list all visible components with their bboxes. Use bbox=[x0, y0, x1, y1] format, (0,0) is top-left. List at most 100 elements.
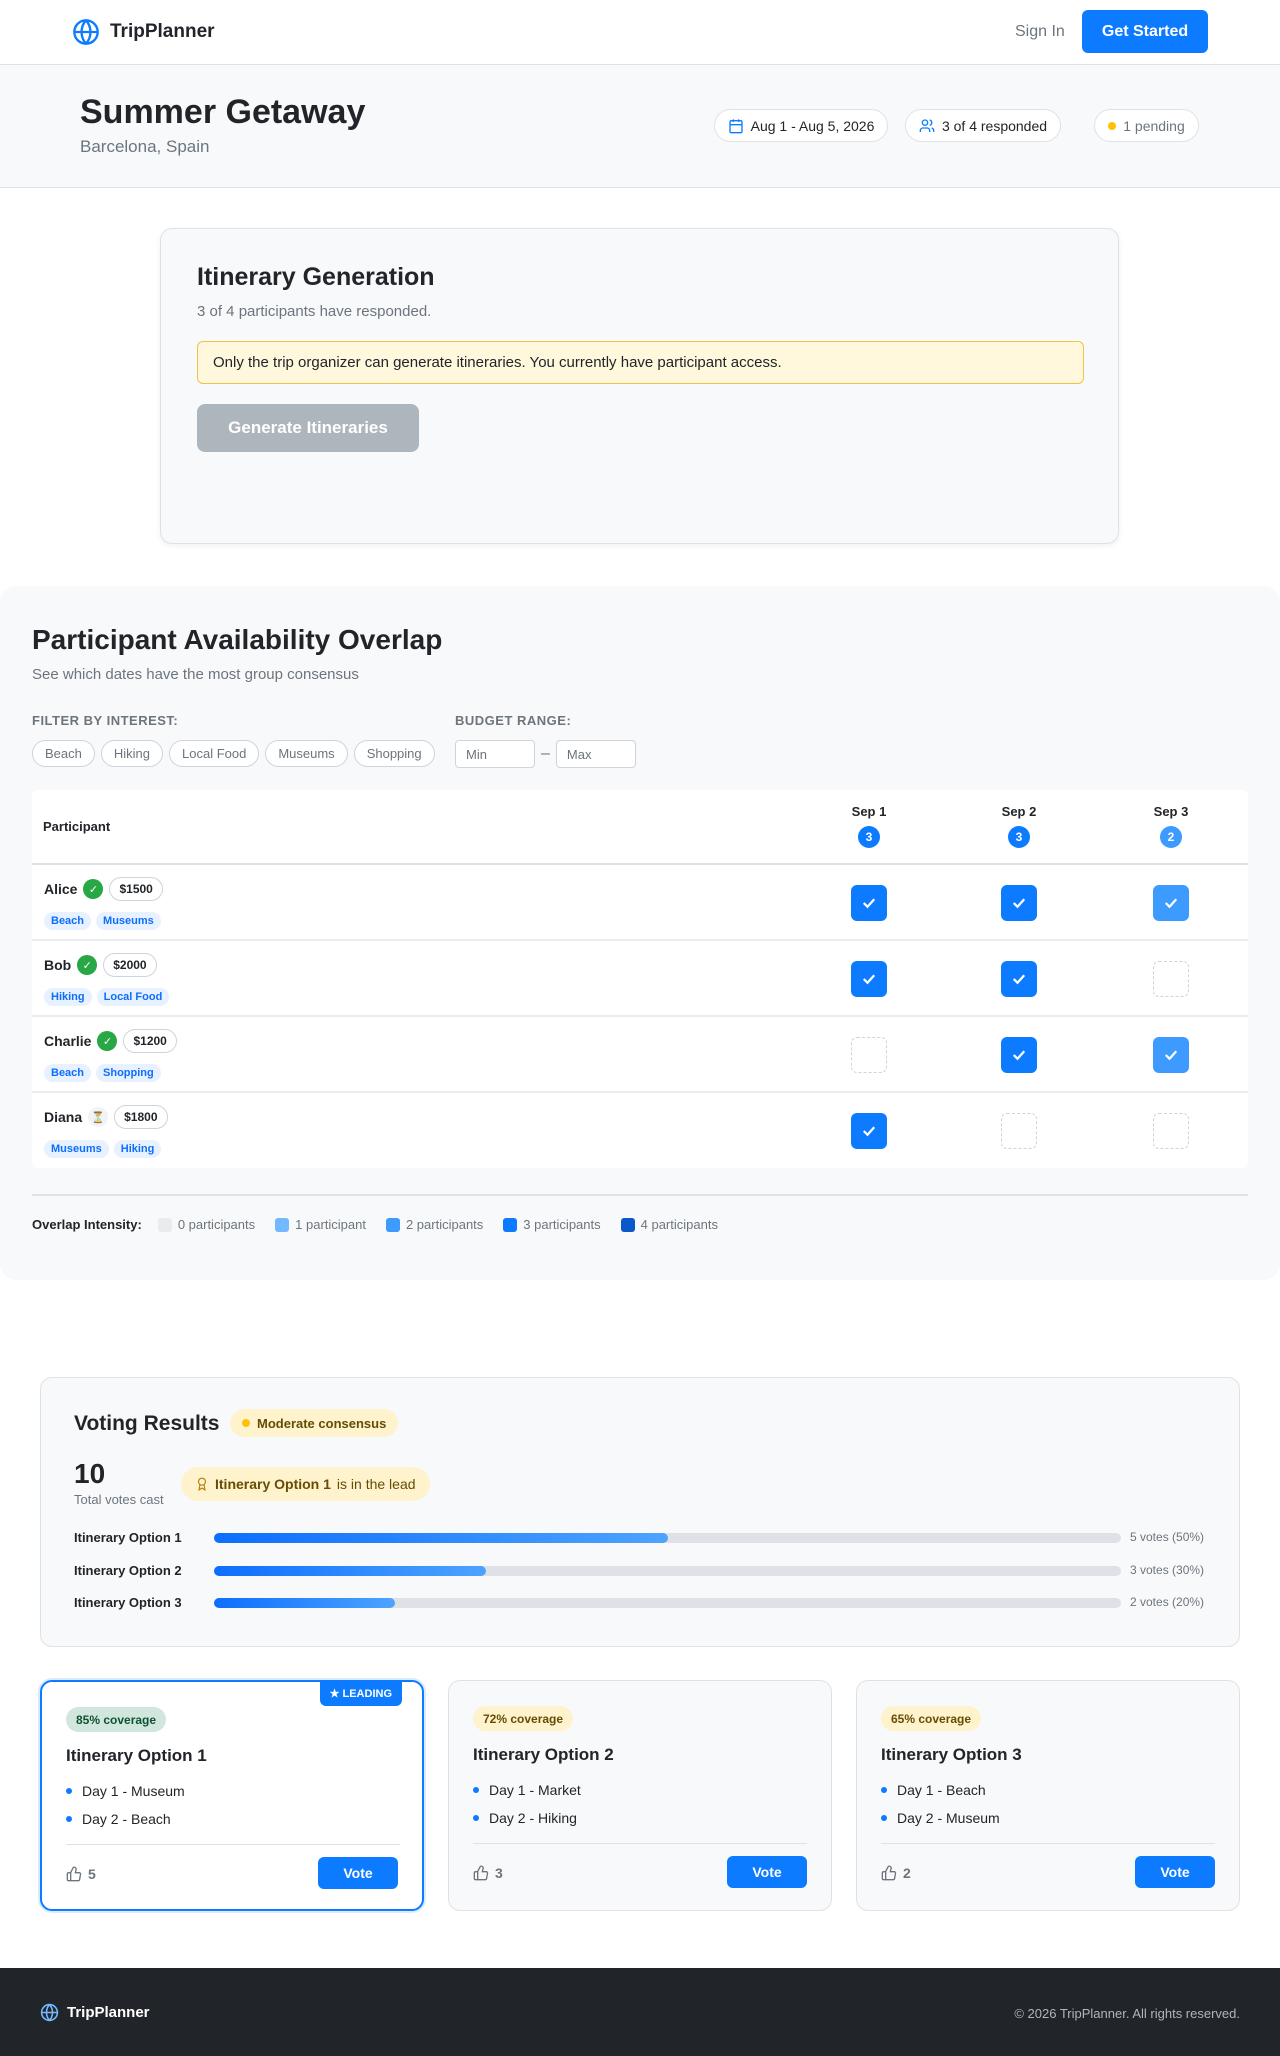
consensus-dot bbox=[242, 1419, 250, 1427]
trip-title: Summer Getaway bbox=[80, 93, 366, 131]
vote-button[interactable]: Vote bbox=[318, 1857, 398, 1889]
coverage-badge: 65% coverage bbox=[881, 1706, 982, 1731]
icon-part bbox=[1012, 1050, 1026, 1061]
legend-text: 4 participants bbox=[640, 1217, 718, 1232]
available-cell[interactable] bbox=[851, 1113, 887, 1149]
interest-tag: Beach bbox=[44, 1064, 92, 1082]
icon-part bbox=[1164, 1050, 1178, 1061]
budget-inputs: Min – Max bbox=[455, 740, 636, 768]
logo-icon bbox=[72, 18, 100, 46]
icon-part bbox=[921, 118, 929, 126]
interest-chip[interactable]: Local Food bbox=[169, 740, 260, 767]
icon-part bbox=[1164, 1050, 1178, 1061]
legend-divider bbox=[32, 1194, 1248, 1196]
icon-part bbox=[1012, 898, 1026, 909]
filter-label: FILTER BY INTEREST: bbox=[32, 713, 179, 728]
section-subtitle: See which dates have the most group cons… bbox=[32, 666, 359, 683]
available-cell[interactable] bbox=[1153, 1037, 1189, 1073]
available-cell[interactable] bbox=[851, 885, 887, 921]
vote-option-label: Itinerary Option 3 bbox=[74, 1595, 182, 1610]
unavailable-cell[interactable] bbox=[1153, 961, 1189, 997]
vote-button[interactable]: Vote bbox=[1135, 1856, 1215, 1888]
vote-track bbox=[214, 1598, 1121, 1608]
footer-brand: TripPlanner bbox=[67, 2004, 150, 2021]
participant-name: Bob bbox=[44, 957, 72, 973]
available-cell[interactable] bbox=[1001, 1037, 1037, 1073]
day-text: Day 1 - Museum bbox=[82, 1783, 185, 1799]
icon-part bbox=[881, 1865, 897, 1881]
access-notice: Only the trip organizer can generate iti… bbox=[197, 341, 1084, 384]
interest-tag: Museums bbox=[96, 912, 161, 930]
icon-part bbox=[862, 898, 876, 909]
icon-part bbox=[1012, 898, 1026, 909]
interest-chip[interactable]: Museums bbox=[265, 740, 348, 767]
icon-part bbox=[40, 2003, 59, 2022]
interest-tag: Museums bbox=[44, 1140, 109, 1158]
icon-part bbox=[66, 1866, 82, 1882]
dates-pill: Aug 1 - Aug 5, 2026 bbox=[714, 109, 888, 142]
card-divider bbox=[881, 1843, 1215, 1844]
leader-suffix: is in the lead bbox=[336, 1476, 416, 1492]
participant-info: Diana ⏳ $1800 bbox=[44, 1105, 168, 1129]
day-bullet bbox=[473, 1815, 479, 1821]
legend-text: 0 participants bbox=[177, 1217, 256, 1232]
day-text: Day 1 - Market bbox=[489, 1782, 581, 1798]
unavailable-cell[interactable] bbox=[851, 1037, 887, 1073]
table-header: Participant Sep 1 3 Sep 2 3 Sep 3 2 bbox=[32, 790, 1248, 865]
interest-chip[interactable]: Hiking bbox=[100, 740, 163, 767]
day-item: Day 2 - Hiking bbox=[473, 1810, 577, 1826]
available-cell[interactable] bbox=[851, 961, 887, 997]
vote-button[interactable]: Vote bbox=[727, 1856, 807, 1888]
icon-part bbox=[919, 118, 935, 132]
generate-button[interactable]: Generate Itineraries bbox=[197, 404, 419, 452]
unavailable-cell[interactable] bbox=[1001, 1113, 1037, 1149]
thumbs-up-icon bbox=[473, 1865, 489, 1881]
available-cell[interactable] bbox=[1001, 961, 1037, 997]
icon-part bbox=[473, 1865, 489, 1881]
get-started-button[interactable]: Get Started bbox=[1082, 10, 1208, 53]
icon-part bbox=[197, 1477, 207, 1486]
interest-chip[interactable]: Shopping bbox=[353, 740, 435, 767]
available-cell[interactable] bbox=[1153, 885, 1189, 921]
budget-label: BUDGET RANGE: bbox=[455, 713, 572, 728]
participant-name: Diana bbox=[44, 1109, 83, 1125]
date-count-badge: 2 bbox=[1160, 826, 1182, 848]
icon-part bbox=[197, 1477, 207, 1491]
legend-text: 2 participants bbox=[405, 1217, 484, 1232]
interest-chip[interactable]: Beach bbox=[32, 740, 95, 767]
interest-tag: Hiking bbox=[113, 1140, 162, 1158]
legend: Overlap Intensity: 0 participants 1 partic… bbox=[32, 1217, 730, 1232]
participant-header: Participant bbox=[43, 819, 111, 834]
legend-item: 2 participants bbox=[385, 1217, 484, 1232]
responded-text: 3 of 4 responded bbox=[941, 117, 1048, 134]
interest-tag: Hiking bbox=[44, 988, 92, 1006]
available-cell[interactable] bbox=[1001, 885, 1037, 921]
unavailable-cell[interactable] bbox=[1153, 1113, 1189, 1149]
sign-in-link[interactable]: Sign In bbox=[1015, 23, 1065, 40]
vote-count-text: 2 bbox=[903, 1865, 911, 1881]
icon-part bbox=[1164, 898, 1178, 909]
participant-interests: Beach Museums bbox=[44, 912, 161, 930]
itinerary-generation-card: Itinerary Generation 3 of 4 participants … bbox=[160, 228, 1119, 544]
participant-row: Bob ✓ $2000 Hiking Local Food bbox=[32, 941, 1248, 1017]
participant-interests: Museums Hiking bbox=[44, 1140, 162, 1158]
status-icon: ✓ bbox=[97, 1031, 118, 1051]
legend-swatch bbox=[157, 1217, 172, 1232]
budget-max-input[interactable]: Max bbox=[555, 740, 636, 768]
interest-tag: Shopping bbox=[96, 1064, 161, 1082]
availability-section: Participant Availability Overlap See whic… bbox=[0, 586, 1280, 1280]
thumbs-up-icon bbox=[66, 1866, 82, 1882]
budget-min-input[interactable]: Min bbox=[455, 740, 535, 768]
coverage-badge: 85% coverage bbox=[66, 1707, 167, 1732]
budget-badge: $1800 bbox=[114, 1105, 168, 1129]
participant-info: Bob ✓ $2000 bbox=[44, 953, 157, 977]
day-item: Day 1 - Beach bbox=[881, 1782, 986, 1798]
leader-name: Itinerary Option 1 bbox=[215, 1476, 331, 1492]
itinerary-card: 72% coverage Itinerary Option 2 Day 1 - Ma… bbox=[448, 1680, 832, 1911]
coverage-badge: 72% coverage bbox=[473, 1706, 574, 1731]
date-count-badge: 3 bbox=[858, 826, 880, 848]
legend-swatch bbox=[503, 1217, 518, 1232]
icon-part bbox=[66, 1866, 82, 1882]
interest-tag: Local Food bbox=[96, 988, 170, 1006]
